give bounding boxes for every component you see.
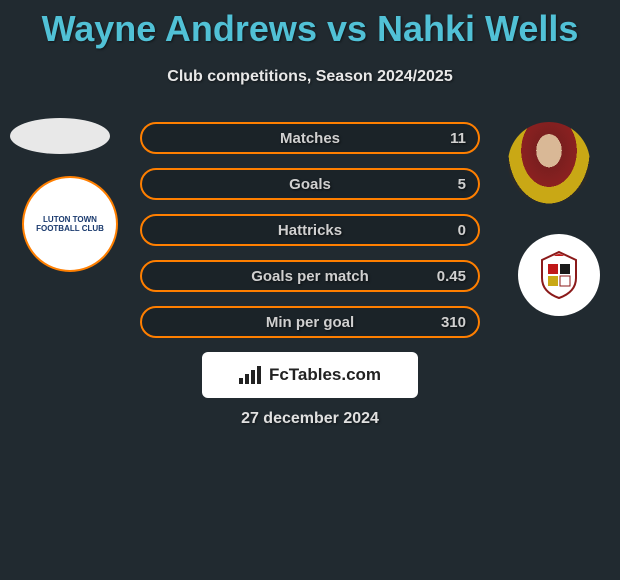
stat-label: Hattricks <box>278 222 342 239</box>
stat-value-right: 0.45 <box>437 268 466 285</box>
stat-value-right: 0 <box>458 222 466 239</box>
bar-chart-icon <box>239 366 263 384</box>
stats-container: Matches 11 Goals 5 Hattricks 0 Goals per… <box>140 122 480 352</box>
player-right-avatar <box>508 122 590 204</box>
club-left-label: LUTON TOWN FOOTBALL CLUB <box>24 215 116 233</box>
stat-row: Matches 11 <box>140 122 480 154</box>
stat-label: Goals per match <box>251 268 369 285</box>
subtitle: Club competitions, Season 2024/2025 <box>0 68 620 86</box>
stat-label: Min per goal <box>266 314 354 331</box>
club-right-badge <box>518 234 600 316</box>
brand-logo: FcTables.com <box>202 352 418 398</box>
page-title: Wayne Andrews vs Nahki Wells <box>0 0 620 50</box>
date-text: 27 december 2024 <box>0 410 620 428</box>
player-left-avatar <box>10 118 110 154</box>
stat-row: Goals per match 0.45 <box>140 260 480 292</box>
stat-row: Min per goal 310 <box>140 306 480 338</box>
stat-label: Matches <box>280 130 340 147</box>
stat-value-right: 11 <box>450 130 466 147</box>
brand-text: FcTables.com <box>269 365 381 385</box>
club-right-crest-icon <box>534 250 584 300</box>
stat-row: Goals 5 <box>140 168 480 200</box>
stat-label: Goals <box>289 176 331 193</box>
stat-value-right: 5 <box>458 176 466 193</box>
stat-row: Hattricks 0 <box>140 214 480 246</box>
club-left-badge: LUTON TOWN FOOTBALL CLUB <box>22 176 118 272</box>
stat-value-right: 310 <box>441 314 466 331</box>
